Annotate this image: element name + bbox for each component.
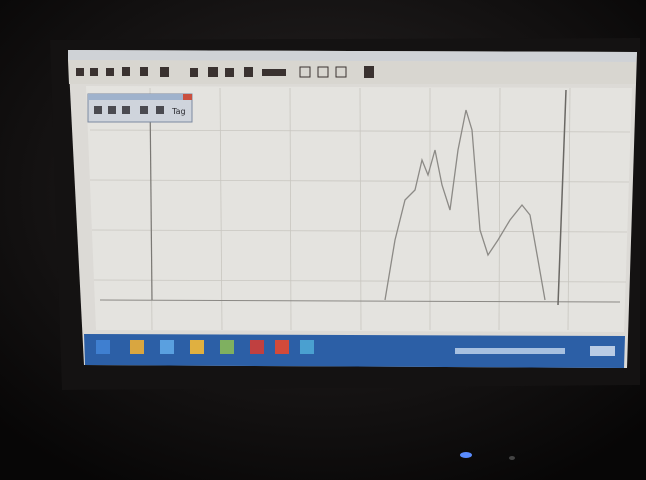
button bbox=[509, 456, 515, 460]
photo: Tag bbox=[0, 0, 646, 480]
toolbox-label[interactable]: Tag bbox=[171, 107, 186, 116]
power-light bbox=[460, 452, 472, 458]
toolbox-title bbox=[88, 94, 192, 100]
menu-bar bbox=[68, 50, 637, 62]
close-button[interactable] bbox=[183, 94, 192, 100]
toolbar bbox=[68, 60, 636, 84]
plot-area bbox=[86, 86, 632, 332]
